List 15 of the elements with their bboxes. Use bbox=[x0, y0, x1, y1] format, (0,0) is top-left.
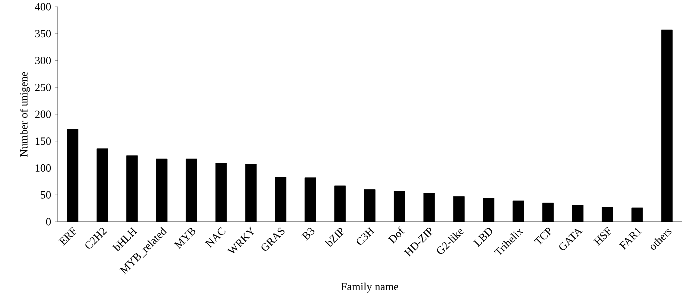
x-tick-label: TCP bbox=[534, 228, 552, 245]
y-tick-label: 300 bbox=[36, 57, 52, 64]
x-tick-label: C3H bbox=[356, 226, 375, 245]
x-tick-label: B3 bbox=[302, 228, 315, 241]
y-tick-label: 350 bbox=[36, 30, 52, 38]
y-tick-label: 100 bbox=[36, 164, 52, 172]
y-tick-label: 400 bbox=[35, 3, 52, 11]
y-axis-title: Number of unigene bbox=[20, 72, 30, 157]
y-tick-label: 0 bbox=[46, 218, 52, 226]
x-axis-title: Family name bbox=[341, 282, 398, 293]
y-tick-label: 200 bbox=[35, 110, 52, 118]
y-tick-label: 150 bbox=[36, 138, 52, 146]
x-tick-label: Dof bbox=[388, 226, 405, 244]
y-tick-label: 50 bbox=[41, 191, 52, 199]
y-tick-label: 250 bbox=[35, 84, 52, 92]
